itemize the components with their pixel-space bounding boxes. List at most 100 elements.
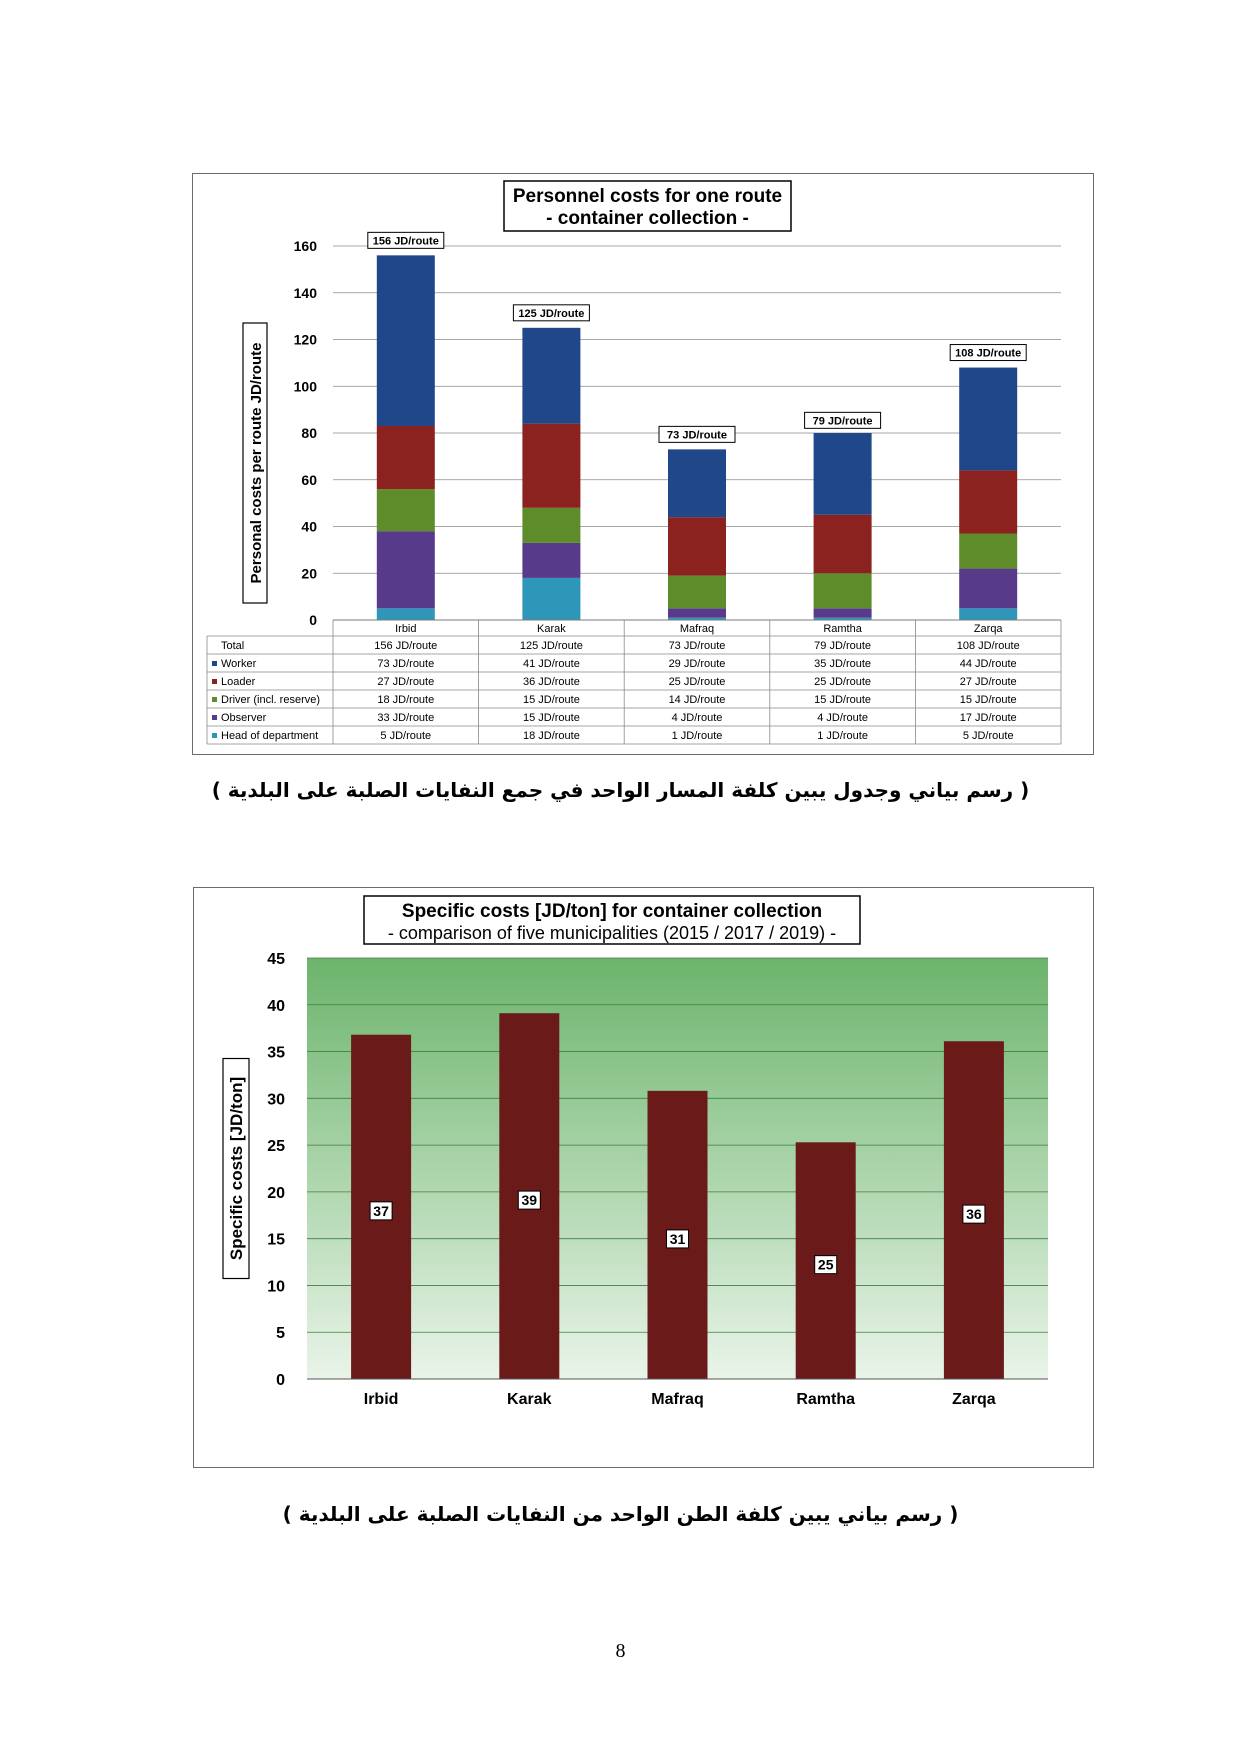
data-label: 37: [373, 1203, 389, 1219]
bar-segment-loader: [522, 423, 581, 508]
y-tick-label: 40: [301, 519, 317, 535]
y-axis-title: Specific costs [JD/ton]: [227, 1077, 246, 1260]
bar-segment-driver-incl-reserve: [668, 575, 726, 609]
bar-segment-worker: [668, 449, 726, 518]
y-tick-label: 0: [276, 1372, 285, 1389]
data-label-box: [369, 1201, 393, 1221]
x-category-label: Ramtha: [796, 1391, 855, 1408]
x-category-label: Irbid: [395, 623, 416, 635]
data-label-box: [517, 1190, 541, 1210]
bar-segment-driver-incl-reserve: [959, 533, 1018, 569]
y-tick-label: 20: [301, 565, 317, 581]
x-category-label: Irbid: [364, 1391, 399, 1408]
y-tick-label: 20: [267, 1185, 285, 1202]
y-tick-label: 45: [267, 951, 285, 968]
bar-segment-head-of-department: [668, 617, 726, 620]
data-label: 39: [522, 1192, 538, 1208]
y-axis-title: Personal costs per route JD/route: [248, 343, 265, 584]
bar-segment-loader: [959, 470, 1018, 534]
chart2-svg: 0 5 10 15 20 25 30 35 40 45 Specific costs [JD/ton…: [222, 895, 1048, 1408]
table-cell: 18 JD/route: [377, 694, 434, 706]
table-cell: 17 JD/route: [960, 712, 1017, 724]
table-cell: 25 JD/route: [669, 676, 726, 688]
table-cell: 35 JD/route: [814, 658, 871, 670]
caption-chart2: ( رسم بياني يبين كلفة الطن الواحد من الن…: [282, 1502, 959, 1526]
bar-segment-head-of-department: [376, 608, 435, 620]
chart-title-box: [503, 180, 792, 232]
table-cell: 79 JD/route: [814, 640, 871, 652]
table-cell: 1 JD/route: [672, 730, 723, 742]
y-tick-label: 120: [294, 332, 318, 348]
table-cell: 15 JD/route: [523, 712, 580, 724]
total-label-box: [949, 344, 1027, 362]
table-cell: 1 JD/route: [817, 730, 868, 742]
chart-title: Personnel costs for one route: [513, 186, 782, 207]
table-cell: 73 JD/route: [669, 640, 726, 652]
page-number: 8: [615, 1640, 626, 1662]
table-cell: 5 JD/route: [380, 730, 431, 742]
y-axis-title-box: [242, 322, 268, 604]
table-cell: 27 JD/route: [960, 676, 1017, 688]
bar-segment-head-of-department: [522, 577, 581, 620]
data-label-box: [666, 1229, 689, 1249]
bar-segment-observer: [522, 542, 581, 578]
table-cell: 125 JD/route: [520, 640, 583, 652]
legend-key: [212, 679, 217, 684]
bar-segment-worker: [813, 433, 872, 515]
table-cell: 4 JD/route: [672, 712, 723, 724]
y-axis-title-group: Personal costs per route JD/route: [242, 322, 268, 604]
table-cell: 4 JD/route: [817, 712, 868, 724]
table-cell: 156 JD/route: [374, 640, 437, 652]
chart-specific-costs: 0 5 10 15 20 25 30 35 40 45 Specific costs [JD/ton…: [193, 887, 1094, 1468]
bar-segment-worker: [376, 255, 435, 426]
y-tick-label: 100: [294, 378, 318, 394]
y-tick-label: 40: [267, 998, 285, 1015]
total-label-box: [658, 425, 736, 443]
data-label: 31: [670, 1231, 686, 1247]
bar-segment-driver-incl-reserve: [376, 489, 435, 532]
x-category-label: Zarqa: [974, 623, 1004, 635]
chart-personnel-costs: 0 20 40 60 80 100 120 140 160 Personal costs per …: [192, 173, 1094, 755]
table-cell: 14 JD/route: [669, 694, 726, 706]
x-category-label: Mafraq: [651, 1391, 703, 1408]
legend-key: [212, 661, 217, 666]
bar-segment-observer: [959, 568, 1018, 609]
table-cell: 41 JD/route: [523, 658, 580, 670]
table-cell: 15 JD/route: [960, 694, 1017, 706]
table-cell: 27 JD/route: [377, 676, 434, 688]
y-tick-label: 5: [276, 1325, 285, 1342]
y-axis-title-group: Specific costs [JD/ton]: [222, 1057, 250, 1280]
total-label: 73 JD/route: [667, 429, 727, 441]
x-category-label: Zarqa: [952, 1391, 996, 1408]
caption-chart1: ( رسم بياني وجدول يبين كلفة المسار الواح…: [211, 778, 1030, 802]
chart-subtitle: - comparison of five municipalities (201…: [388, 923, 836, 943]
table-cell: 15 JD/route: [523, 694, 580, 706]
data-label-box: [814, 1255, 838, 1275]
x-category-label: Mafraq: [680, 623, 714, 635]
y-tick-label: 160: [294, 238, 318, 254]
total-label: 125 JD/route: [518, 308, 584, 320]
bar-segment-worker: [959, 367, 1018, 471]
chart-subtitle: - container collection -: [546, 208, 749, 229]
bar-segment-head-of-department: [959, 608, 1018, 620]
table-row-label: Loader: [221, 676, 256, 688]
table-cell: 108 JD/route: [957, 640, 1020, 652]
bar-segment-loader: [376, 425, 435, 490]
total-label-box: [367, 231, 445, 249]
data-label: 36: [966, 1206, 982, 1222]
bar-segment-driver-incl-reserve: [522, 507, 581, 543]
bar-segment-worker: [522, 327, 581, 424]
table-cell: 15 JD/route: [814, 694, 871, 706]
table-cell: 36 JD/route: [523, 676, 580, 688]
data-label: 25: [818, 1257, 834, 1273]
bar-segment-head-of-department: [813, 617, 872, 620]
legend-key: [212, 733, 217, 738]
bar-segment-driver-incl-reserve: [813, 573, 872, 609]
legend-key: [212, 697, 217, 702]
total-label-box: [804, 411, 882, 429]
table-cell: 33 JD/route: [377, 712, 434, 724]
bar-segment-observer: [668, 608, 726, 618]
bar-segment-loader: [813, 514, 872, 574]
y-tick-label: 60: [301, 472, 317, 488]
x-category-label: Ramtha: [823, 623, 862, 635]
